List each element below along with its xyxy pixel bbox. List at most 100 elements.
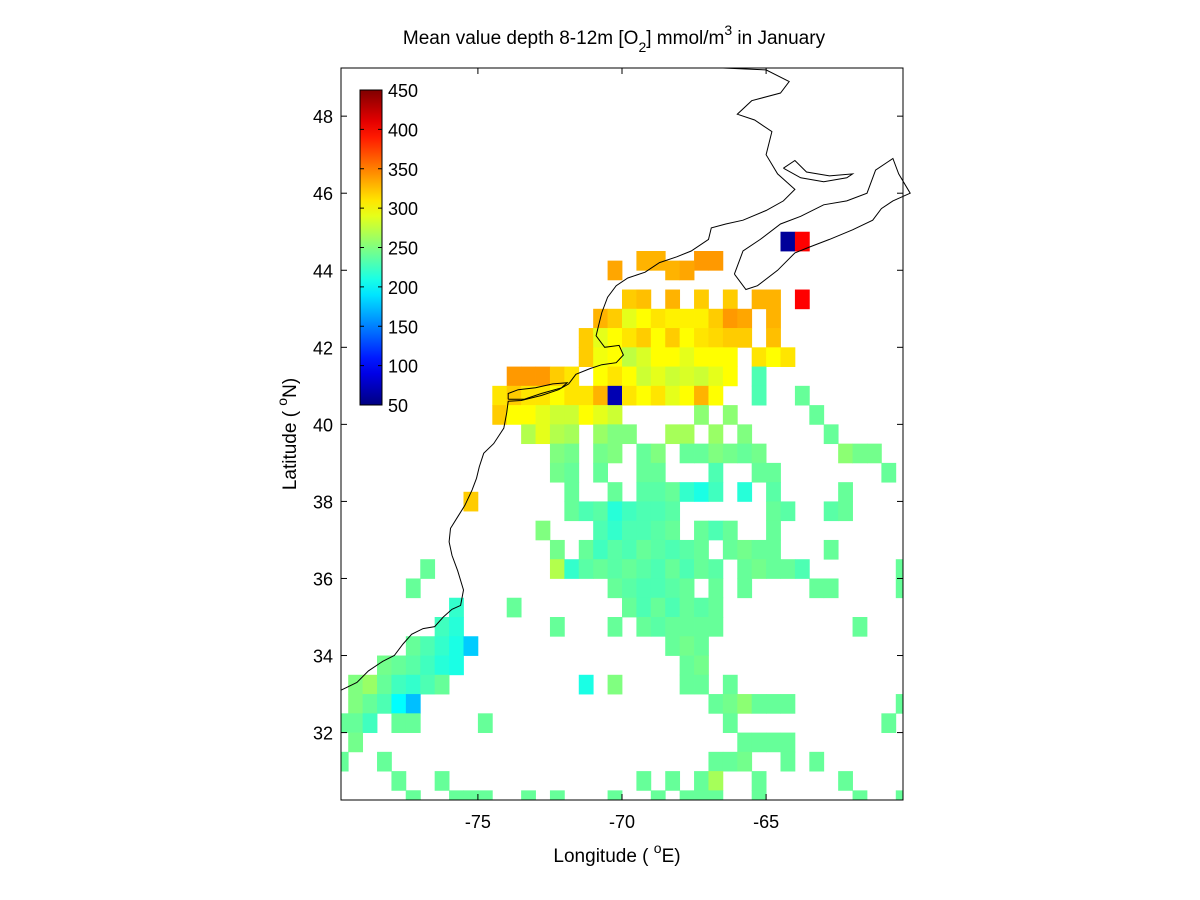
heatmap-cell — [679, 424, 695, 445]
coastline — [340, 67, 911, 691]
y-tick-label: 46 — [313, 184, 333, 204]
heatmap-cell — [607, 520, 623, 541]
heatmap-cell — [622, 289, 637, 310]
heatmap-cell — [607, 539, 623, 560]
heatmap-cell — [622, 347, 637, 367]
heatmap-cell — [607, 385, 623, 406]
heatmap-cell — [521, 385, 536, 406]
heatmap-cell — [809, 751, 825, 772]
heatmap-cell — [391, 674, 407, 695]
heatmap-cell — [708, 790, 724, 801]
heatmap-cell — [521, 424, 536, 445]
heatmap-cell — [622, 559, 637, 579]
heatmap-cell — [650, 366, 666, 387]
heatmap-cell — [593, 424, 608, 445]
heatmap-cell — [751, 732, 767, 753]
heatmap-cell — [694, 443, 709, 464]
heatmap-cell — [694, 655, 709, 676]
heatmap-cell — [751, 790, 767, 801]
y-tick-label: 42 — [313, 338, 333, 358]
heatmap-cell — [751, 385, 767, 406]
heatmap-cell — [535, 405, 551, 425]
heatmap-cell — [694, 520, 709, 541]
heatmap-cell — [694, 674, 709, 695]
heatmap-cell — [391, 655, 407, 676]
heatmap-cell — [708, 424, 724, 445]
heatmap-cell — [751, 366, 767, 387]
heatmap-cell — [492, 405, 508, 425]
heatmap-cell — [636, 328, 652, 348]
heatmap-cell — [622, 501, 637, 522]
heatmap-cell — [708, 597, 724, 618]
heatmap-cell — [636, 462, 652, 483]
heatmap-cell — [578, 405, 594, 425]
heatmap-cell — [650, 617, 666, 637]
heatmap-cell — [679, 578, 695, 599]
heatmap-cell — [866, 443, 882, 464]
heatmap-cell — [895, 790, 904, 801]
heatmap-cell — [708, 462, 724, 483]
heatmap-cell — [607, 260, 623, 281]
heatmap-cell — [766, 732, 781, 753]
heatmap-cell — [506, 597, 522, 618]
heatmap-cell — [852, 443, 868, 464]
heatmap-cell — [341, 751, 349, 772]
heatmap-cell — [549, 617, 565, 637]
heatmap-cell — [607, 328, 623, 348]
heatmap-cell — [607, 501, 623, 522]
heatmap-cell — [766, 539, 781, 560]
heatmap-cell — [521, 790, 536, 801]
heatmap-cell — [650, 328, 666, 348]
heatmap-cell — [593, 539, 608, 560]
heatmap-cell — [434, 636, 450, 656]
heatmap-cell — [636, 366, 652, 387]
heatmap-cell — [751, 539, 767, 560]
heatmap-cell — [650, 790, 666, 801]
heatmap-cell — [593, 443, 608, 464]
heatmap-cell — [549, 539, 565, 560]
heatmap-cell — [405, 636, 421, 656]
heatmap-cell — [650, 385, 666, 406]
heatmap-cell — [852, 617, 868, 637]
heatmap-cells — [341, 231, 904, 801]
heatmap-cell — [535, 366, 551, 387]
heatmap-cell — [708, 751, 724, 772]
heatmap-cell — [549, 790, 565, 801]
heatmap-cell — [823, 424, 839, 445]
heatmap-cell — [665, 520, 681, 541]
heatmap-cell — [737, 578, 753, 599]
heatmap-cell — [665, 578, 681, 599]
heatmap-cell — [622, 578, 637, 599]
heatmap-cell — [362, 674, 378, 695]
heatmap-cell — [679, 617, 695, 637]
heatmap-cell — [636, 289, 652, 310]
heatmap-cell — [780, 732, 796, 753]
heatmap-cell — [694, 366, 709, 387]
heatmap-cell — [449, 617, 464, 637]
heatmap-cell — [665, 501, 681, 522]
heatmap-cell — [650, 559, 666, 579]
heatmap-cell — [722, 694, 738, 714]
heatmap-cell — [881, 713, 897, 733]
heatmap-cell — [665, 559, 681, 579]
heatmap-cell — [636, 520, 652, 541]
heatmap-cell — [650, 347, 666, 367]
heatmap-cell — [780, 501, 796, 522]
y-tick-label: 32 — [313, 724, 333, 744]
heatmap-cell — [838, 443, 853, 464]
heatmap-cell — [679, 597, 695, 618]
heatmap-cell — [622, 597, 637, 618]
heatmap-cell — [578, 347, 594, 367]
heatmap-cell — [593, 462, 608, 483]
colorbar-tick-label: 150 — [388, 317, 418, 337]
heatmap-cell — [665, 260, 681, 281]
heatmap-cell — [895, 578, 904, 599]
heatmap-cell — [578, 385, 594, 406]
colorbar-tick-label: 250 — [388, 239, 418, 259]
heatmap-cell — [477, 790, 493, 801]
heatmap-cell — [766, 347, 781, 367]
heatmap-cell — [636, 251, 652, 271]
heatmap-cell — [578, 539, 594, 560]
colorbar-tick-label: 350 — [388, 160, 418, 180]
heatmap-cell — [823, 539, 839, 560]
